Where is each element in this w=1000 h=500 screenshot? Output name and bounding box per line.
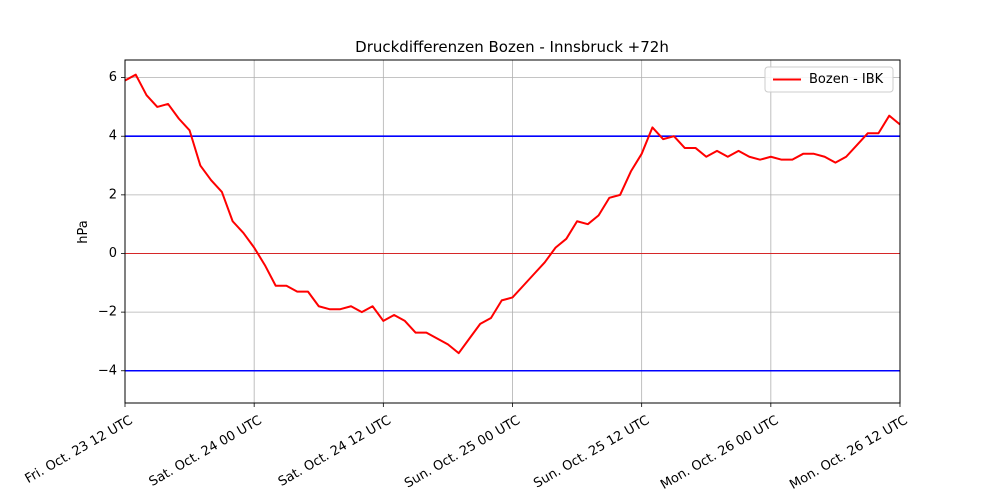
legend-label: Bozen - IBK <box>809 72 884 87</box>
y-tick-label: 6 <box>109 70 117 85</box>
y-tick-label: −2 <box>98 305 117 320</box>
y-tick-label: 4 <box>109 129 117 144</box>
legend-box <box>764 66 894 93</box>
legend: Bozen - IBK <box>764 66 894 93</box>
y-tick-label: −4 <box>98 363 117 378</box>
series-layer <box>124 73 901 355</box>
chart-title: Druckdifferenzen Bozen - Innsbruck +72h <box>355 38 669 56</box>
reference-lines <box>125 135 900 372</box>
y-tick-label: 0 <box>109 246 117 261</box>
series-line <box>124 73 901 355</box>
y-axis-label: hPa <box>76 220 91 243</box>
y-tick-label: 2 <box>109 187 117 202</box>
